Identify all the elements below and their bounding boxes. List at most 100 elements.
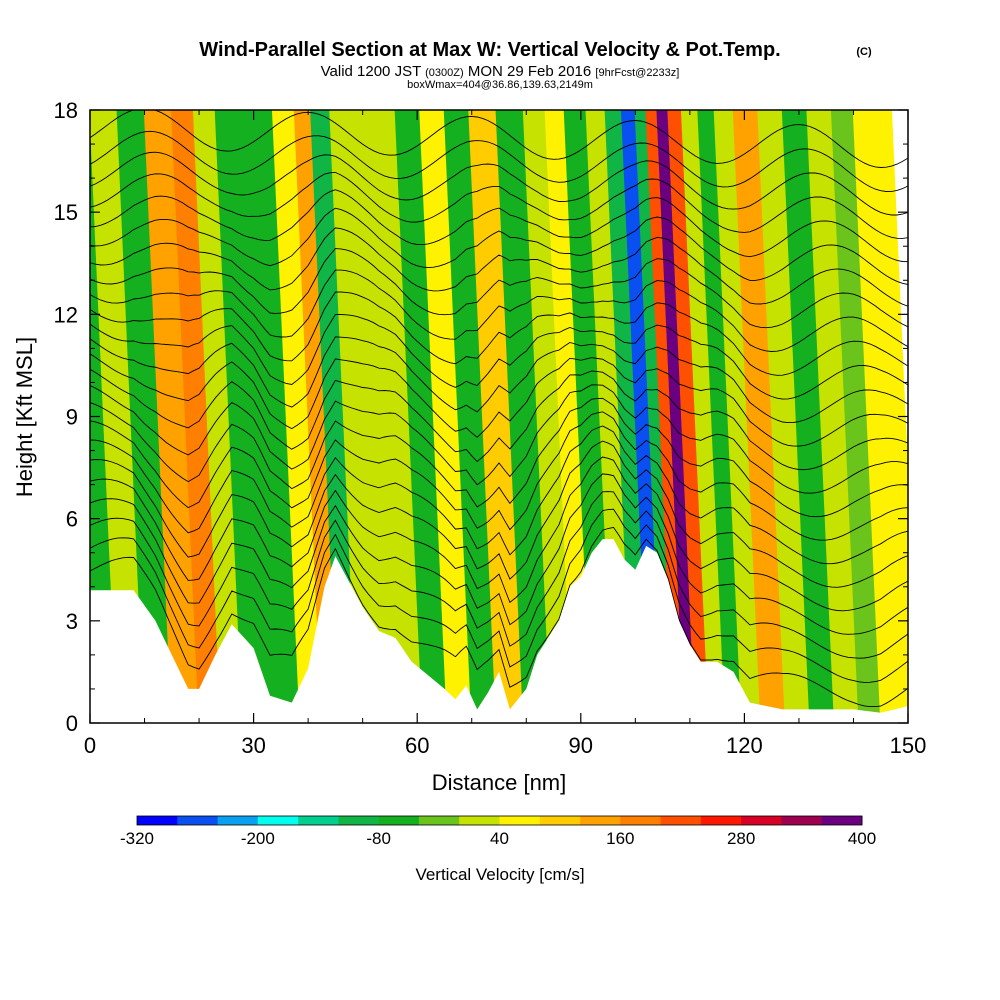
subtitle-main: Valid 1200 JST: [321, 63, 421, 80]
w-band: [116, 110, 173, 723]
w-band: [656, 110, 696, 723]
w-band: [667, 110, 710, 723]
colorbar-tick-label: -80: [366, 829, 391, 848]
terrain-mask: [90, 539, 908, 723]
w-band: [372, 110, 424, 723]
y-tick-label: 18: [54, 98, 78, 123]
colorbar-label: Vertical Velocity [cm/s]: [415, 865, 584, 884]
w-band: [697, 110, 743, 723]
colorbar-swatch: [620, 816, 662, 825]
w-band: [680, 110, 726, 723]
colorbar-swatch: [418, 816, 460, 825]
colorbar-tick-label: 40: [490, 829, 509, 848]
x-tick-label: 0: [84, 733, 96, 758]
colorbar-swatch: [499, 816, 541, 825]
y-tick-label: 15: [54, 200, 78, 225]
w-band: [495, 110, 552, 723]
colorbar-swatch: [781, 816, 823, 825]
colorbar-swatch: [700, 816, 742, 825]
w-band: [781, 110, 835, 723]
theta-contour: [90, 110, 908, 168]
theta-contour: [90, 130, 908, 192]
theta-contour: [90, 491, 908, 659]
w-band: [544, 110, 593, 723]
colorbar-swatch: [378, 816, 420, 825]
x-tick-label: 120: [726, 733, 763, 758]
subtitle-utc: (0300Z): [425, 67, 464, 79]
y-tick-label: 3: [66, 609, 78, 634]
theta-contour: [90, 291, 908, 376]
w-band: [241, 110, 301, 723]
theta-contour: [90, 151, 908, 216]
colorbar-swatch: [539, 816, 581, 825]
potential-temperature-contours: [90, 110, 908, 708]
w-band: [293, 110, 339, 723]
colorbar-swatch: [660, 816, 702, 825]
theta-contour: [90, 368, 908, 471]
theta-contour: [90, 207, 908, 285]
theta-contour: [90, 171, 908, 239]
colorbar-tick-label: 400: [848, 829, 876, 848]
colorbar-swatch: [741, 816, 782, 825]
colorbar-swatch: [459, 816, 500, 825]
subtitle-fcst: [9hrFcst@2233z]: [595, 67, 679, 79]
w-band: [830, 110, 882, 723]
w-band: [852, 110, 901, 723]
colorbar-swatch: [338, 816, 380, 825]
w-band: [732, 110, 786, 723]
theta-contour: [90, 189, 908, 263]
w-band: [351, 110, 402, 723]
colorbar-tick-label: -320: [120, 829, 154, 848]
colorbar-tick-label: 160: [606, 829, 634, 848]
x-tick-label: 60: [405, 733, 429, 758]
w-band: [171, 110, 222, 723]
y-tick-label: 12: [54, 302, 78, 327]
theta-contour: [90, 440, 908, 588]
vertical-velocity-field: [90, 110, 908, 723]
colorbar-swatch: [580, 816, 621, 825]
theta-contour: [90, 411, 908, 541]
colorbar-swatch: [821, 816, 863, 825]
colorbar-swatch: [257, 816, 299, 825]
theta-contour: [90, 248, 908, 329]
x-tick-label: 30: [241, 733, 265, 758]
theta-contour: [90, 425, 908, 565]
colorbar-swatch: [137, 816, 178, 825]
colorbar: -320 -200 -80 40 160 280 400: [120, 815, 876, 848]
theta-contour: [90, 473, 908, 635]
theta-contour: [90, 456, 908, 612]
chart-subtitle-2: boxWmax=404@36.86,139.63,2149m: [407, 79, 593, 91]
y-tick-label: 6: [66, 507, 78, 532]
y-axis-label: Height [Kft MSL]: [12, 337, 37, 497]
theta-contour: [90, 397, 908, 518]
theta-contour: [90, 227, 908, 307]
colorbar-swatch: [217, 816, 259, 825]
w-band: [713, 110, 762, 723]
chart-title-mark: (C): [856, 46, 872, 58]
theta-contour: [90, 269, 908, 352]
plot-area: [90, 110, 908, 723]
chart-subtitle: Valid 1200 JST (0300Z) MON 29 Feb 2016 […: [321, 63, 680, 80]
w-band: [419, 110, 473, 723]
colorbar-swatch: [298, 816, 339, 825]
w-band: [271, 110, 323, 723]
subtitle-date: MON 29 Feb 2016: [468, 63, 591, 80]
x-tick-label: 150: [890, 733, 927, 758]
y-tick-label: 0: [66, 711, 78, 736]
theta-contour: [90, 314, 908, 400]
colorbar-swatch: [177, 816, 219, 825]
theta-contour: [90, 336, 908, 424]
theta-contour: [90, 508, 908, 683]
theta-contour: [90, 526, 908, 708]
w-band: [806, 110, 860, 723]
theta-contour: [90, 384, 908, 494]
w-band: [757, 110, 811, 723]
w-band: [214, 110, 271, 723]
axes: 0 30 60 90 120 150 0 3 6 9 12 15 18: [54, 98, 927, 758]
y-tick-label: 9: [66, 405, 78, 430]
colorbar-tick-label: 280: [727, 829, 755, 848]
w-band: [143, 110, 200, 723]
x-tick-label: 90: [569, 733, 593, 758]
chart-title: Wind-Parallel Section at Max W: Vertical…: [199, 39, 780, 61]
w-band: [443, 110, 497, 723]
